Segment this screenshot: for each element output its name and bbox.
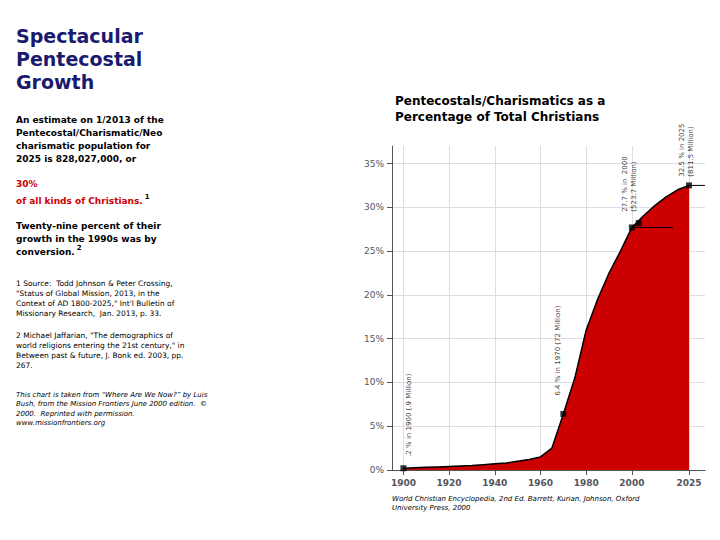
svg-text:2000. Reprinted with permissi: 2000. Reprinted with permission. xyxy=(16,410,135,418)
svg-text:30%: 30% xyxy=(364,202,384,212)
svg-text:Growth: Growth xyxy=(16,71,94,93)
svg-text:1900: 1900 xyxy=(391,478,416,488)
svg-text:2025: 2025 xyxy=(676,478,701,488)
svg-text:World Christian Encyclopedia,: World Christian Encyclopedia, 2nd Ed. Ba… xyxy=(392,495,640,503)
svg-text:1980: 1980 xyxy=(574,478,599,488)
svg-text:University Press, 2000: University Press, 2000 xyxy=(392,504,471,512)
svg-text:1 Source: Todd Johnson & Pete: 1 Source: Todd Johnson & Peter Crossing, xyxy=(16,279,173,288)
svg-text:Pentecostal/Charismatic/Neo: Pentecostal/Charismatic/Neo xyxy=(16,128,162,138)
svg-text:Missionary Research, Jan. 201: Missionary Research, Jan. 2013, p. 33. xyxy=(16,309,162,318)
svg-text:Twenty-nine percent of their: Twenty-nine percent of their xyxy=(16,221,161,231)
svg-text:Bush, from the Mission Frontie: Bush, from the Mission Frontiers June 20… xyxy=(16,400,207,408)
svg-text:15%: 15% xyxy=(364,334,384,344)
svg-text:Pentecostal: Pentecostal xyxy=(16,48,142,70)
svg-text:0%: 0% xyxy=(370,465,385,475)
svg-text:1940: 1940 xyxy=(482,478,507,488)
svg-text:32.5 % in 2025: 32.5 % in 2025 xyxy=(678,124,686,177)
svg-text:2: 2 xyxy=(77,244,82,252)
svg-text:35%: 35% xyxy=(364,159,384,169)
svg-text:Percentage of Total Christians: Percentage of Total Christians xyxy=(395,110,599,124)
svg-text:27.7 % in 2000: 27.7 % in 2000 xyxy=(621,156,629,211)
svg-text:2025 is 828,027,000, or: 2025 is 828,027,000, or xyxy=(16,154,137,164)
svg-text:This chart is taken from “Wher: This chart is taken from “Where Are We N… xyxy=(16,391,208,399)
svg-text:5%: 5% xyxy=(370,421,385,431)
svg-text:.2 % in 1900 (.9 Million): .2 % in 1900 (.9 Million) xyxy=(405,373,413,457)
svg-text:20%: 20% xyxy=(364,290,384,300)
svg-text:25%: 25% xyxy=(364,246,384,256)
svg-text:Between past & future, J. Bonk: Between past & future, J. Bonk ed. 2003,… xyxy=(16,351,184,360)
svg-text:(523.7 Million): (523.7 Million) xyxy=(630,161,638,212)
svg-text:1: 1 xyxy=(145,193,150,201)
svg-text:growth in the 1990s was by: growth in the 1990s was by xyxy=(16,234,157,244)
svg-text:2 Michael Jaffarian, "The demo: 2 Michael Jaffarian, "The demographics o… xyxy=(16,331,173,340)
svg-text:1960: 1960 xyxy=(528,478,553,488)
svg-text:267.: 267. xyxy=(16,361,33,370)
svg-text:(811.5 Million): (811.5 Million) xyxy=(687,126,695,177)
svg-text:Context of AD 1800-2025," Int': Context of AD 1800-2025," Int'l Bulletin… xyxy=(16,299,175,308)
svg-text:Pentecostals/Charismatics as a: Pentecostals/Charismatics as a xyxy=(395,94,605,108)
svg-text:1920: 1920 xyxy=(437,478,462,488)
svg-text:world religions entering the 2: world religions entering the 21st centur… xyxy=(16,341,185,350)
svg-text:6.4 % in 1970 (72 Million): 6.4 % in 1970 (72 Million) xyxy=(554,305,562,395)
svg-text:10%: 10% xyxy=(364,377,384,387)
svg-text:conversion.: conversion. xyxy=(16,247,75,257)
svg-text:charismatic population for: charismatic population for xyxy=(16,141,151,151)
svg-text:"Status of Global Mission, 201: "Status of Global Mission, 2013, in the xyxy=(16,289,160,298)
svg-text:2000: 2000 xyxy=(619,478,644,488)
svg-text:of all kinds of Christians.: of all kinds of Christians. xyxy=(16,196,143,206)
svg-text:Spectacular: Spectacular xyxy=(16,25,143,47)
svg-text:30%: 30% xyxy=(16,179,38,189)
svg-text:An estimate on 1/2013 of the: An estimate on 1/2013 of the xyxy=(16,115,164,125)
svg-text:www.missionfrontiers.org: www.missionfrontiers.org xyxy=(16,419,106,427)
